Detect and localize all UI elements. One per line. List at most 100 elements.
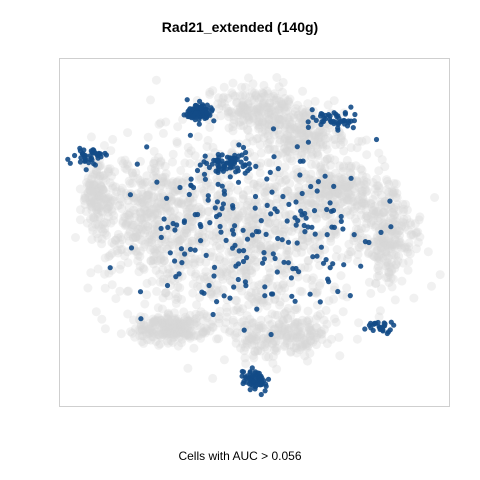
highlighted-cell-point (305, 119, 311, 125)
background-cell-point (184, 148, 194, 158)
background-cell-point (331, 229, 341, 239)
highlighted-cell-point (187, 132, 193, 138)
background-cell-point (287, 226, 297, 236)
background-cell-point (292, 123, 302, 132)
background-cell-point (98, 174, 108, 184)
background-cell-point (387, 250, 397, 259)
background-cell-point (133, 256, 143, 266)
background-cell-point (118, 216, 128, 226)
highlighted-cell-point (218, 229, 224, 235)
background-cell-point (294, 125, 304, 135)
background-cell-point (87, 202, 97, 212)
highlighted-cell-point (293, 222, 299, 228)
background-cell-point (243, 126, 253, 135)
background-cell-point (297, 318, 307, 328)
background-cell-point (379, 218, 389, 228)
background-cell-point (342, 283, 352, 293)
background-cell-point (264, 273, 274, 283)
background-cell-point (399, 214, 409, 224)
background-cell-point (311, 243, 321, 253)
background-cell-point (390, 234, 400, 244)
background-cell-point (127, 222, 137, 232)
background-cell-point (317, 335, 327, 344)
background-cell-point (128, 168, 137, 178)
background-cell-point (306, 336, 315, 346)
background-cell-point (297, 234, 307, 244)
background-cell-point (273, 114, 283, 123)
background-cell-point (250, 187, 260, 197)
highlighted-cell-point (216, 212, 223, 218)
background-cell-point (190, 189, 200, 199)
background-cell-point (177, 198, 186, 208)
background-cell-point (300, 112, 310, 122)
background-cell-point (342, 192, 352, 202)
highlighted-cell-point (388, 224, 394, 230)
background-cell-point (304, 200, 313, 210)
background-cell-point (87, 198, 97, 208)
background-cell-point (357, 192, 367, 202)
background-cell-point (146, 256, 156, 266)
background-cell-point (265, 98, 274, 108)
highlighted-cell-point (240, 369, 247, 375)
background-cell-point (243, 99, 253, 108)
background-cell-point (281, 332, 291, 342)
background-cell-point (304, 322, 314, 332)
background-cell-point (102, 218, 112, 228)
background-cell-point (190, 204, 200, 214)
background-cell-point (168, 149, 178, 159)
background-cell-point (295, 322, 305, 332)
background-cell-point (267, 113, 277, 123)
highlighted-cell-point (286, 201, 292, 207)
background-cell-point (158, 330, 168, 340)
background-cell-point (382, 176, 392, 186)
background-cell-point (263, 139, 273, 149)
background-cell-point (358, 194, 368, 204)
background-cell-point (168, 323, 178, 333)
background-cell-point (207, 316, 217, 326)
background-cell-point (254, 120, 264, 130)
background-cell-point (339, 183, 349, 192)
background-cell-point (321, 305, 331, 315)
highlighted-cell-point (83, 153, 89, 159)
background-cell-point (303, 317, 313, 327)
background-cell-point (96, 201, 106, 211)
background-cell-point (229, 111, 239, 121)
background-cell-point (268, 338, 278, 348)
background-cell-point (85, 178, 95, 188)
background-cell-point (268, 281, 278, 291)
background-cell-point (370, 190, 380, 200)
background-cell-point (137, 186, 146, 196)
background-cell-point (385, 241, 395, 251)
background-cell-point (203, 272, 212, 282)
background-cell-point (255, 122, 265, 132)
background-cell-point (183, 197, 193, 207)
background-cell-point (247, 294, 257, 304)
background-cell-point (175, 283, 185, 293)
background-cell-point (377, 236, 387, 246)
background-cell-point (305, 237, 315, 247)
background-cell-point (310, 132, 320, 141)
background-cell-point (276, 328, 286, 338)
background-cell-point (297, 118, 307, 127)
background-cell-point (404, 238, 414, 248)
background-cell-point (254, 104, 264, 114)
background-cell-point (389, 204, 399, 214)
highlighted-cell-point (285, 239, 292, 245)
background-cell-point (392, 188, 402, 198)
background-cell-point (322, 339, 332, 349)
background-cell-point (252, 295, 262, 304)
background-cell-point (131, 232, 140, 242)
background-cell-point (273, 120, 283, 129)
background-cell-point (117, 196, 127, 206)
background-cell-point (253, 117, 263, 127)
background-cell-point (318, 189, 328, 199)
background-cell-point (308, 131, 318, 141)
background-cell-point (153, 312, 163, 322)
background-cell-point (160, 161, 170, 171)
background-cell-point (280, 327, 290, 337)
background-cell-point (163, 314, 173, 324)
background-cell-point (260, 286, 270, 296)
background-cell-point (156, 156, 166, 166)
background-cell-point (257, 88, 267, 98)
highlighted-cell-point (208, 105, 214, 111)
